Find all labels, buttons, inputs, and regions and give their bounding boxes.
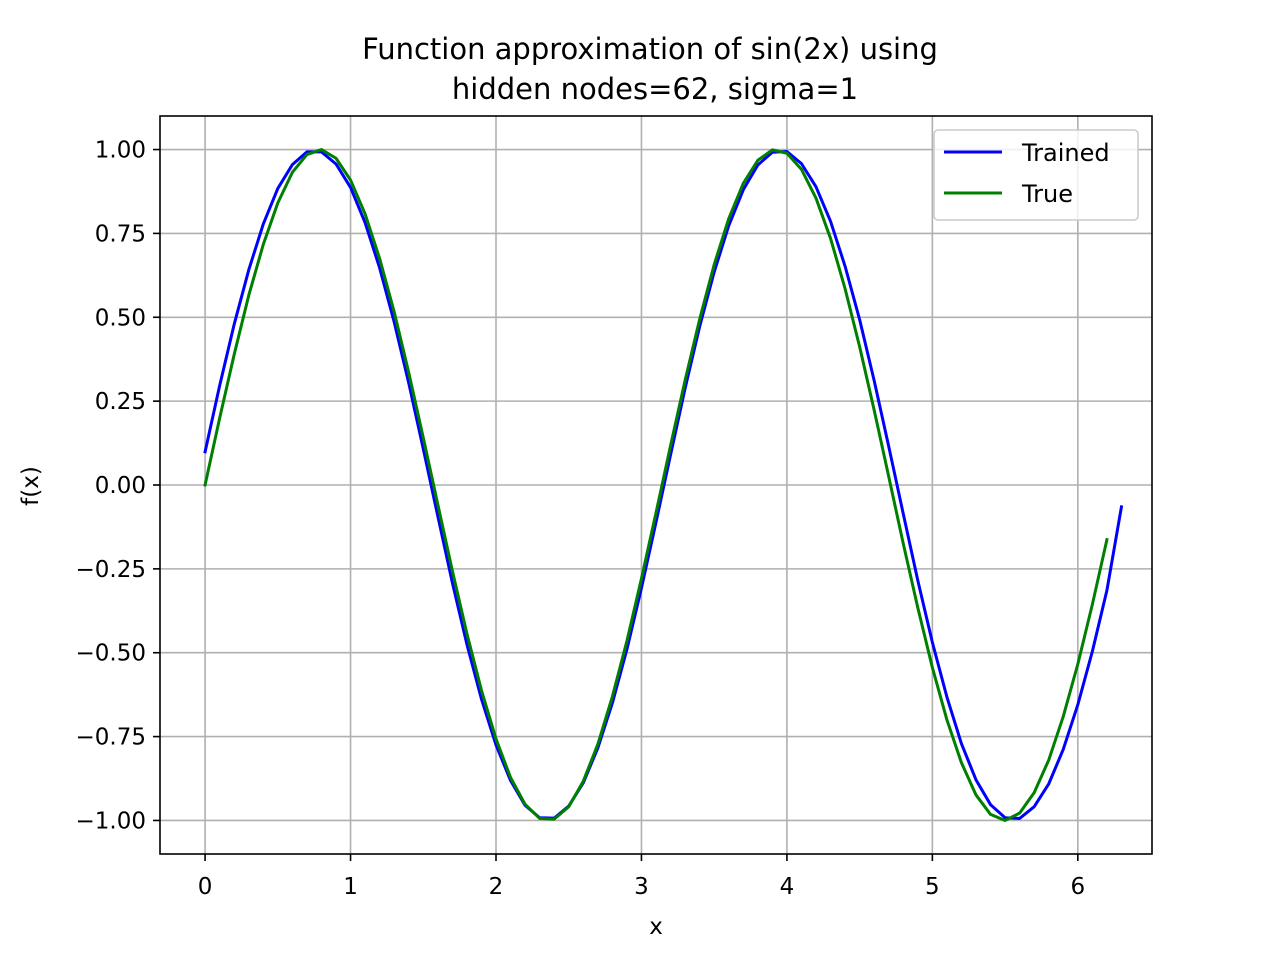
y-axis-label: f(x) (18, 466, 44, 506)
chart-title-line-1: Function approximation of sin(2x) using (362, 32, 938, 66)
legend-label-true: True (1021, 180, 1073, 208)
chart-title-line-2: hidden nodes=62, sigma=1 (452, 72, 858, 106)
y-tick-label: 1.00 (95, 138, 146, 164)
x-tick-label: 6 (1070, 874, 1085, 900)
x-axis-ticks: 0 1 2 3 4 5 6 (198, 854, 1085, 900)
grid (160, 116, 1152, 854)
x-tick-label: 4 (780, 874, 795, 900)
y-tick-label: −0.25 (76, 557, 146, 583)
series-line-trained (203, 150, 1124, 820)
y-tick-label: −0.75 (76, 725, 146, 751)
x-tick-label: 0 (198, 874, 213, 900)
y-tick-label: 0.25 (95, 389, 146, 415)
x-tick-label: 2 (489, 874, 504, 900)
plot-series (203, 148, 1124, 822)
y-tick-label: −1.00 (76, 808, 146, 834)
x-tick-label: 5 (925, 874, 940, 900)
y-axis-ticks: 1.00 0.75 0.50 0.25 0.00 −0.25 −0.50 −0.75 −1.00 (76, 138, 160, 834)
y-tick-label: 0.75 (95, 221, 146, 247)
legend: Trained True (933, 129, 1139, 221)
x-axis-label: x (649, 914, 663, 940)
x-tick-label: 3 (634, 874, 649, 900)
series-line-true (203, 148, 1109, 822)
legend-label-trained: Trained (1021, 139, 1110, 167)
y-tick-label: −0.50 (76, 641, 146, 667)
x-tick-label: 1 (343, 874, 358, 900)
y-tick-label: 0.50 (95, 305, 146, 331)
y-tick-label: 0.00 (95, 473, 146, 499)
